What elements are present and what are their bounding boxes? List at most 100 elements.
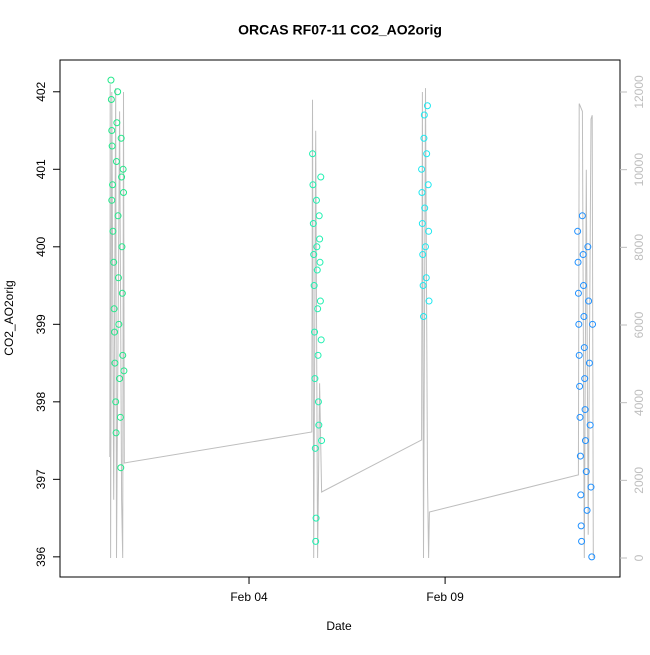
point — [575, 351, 583, 359]
point — [310, 282, 318, 290]
x-tick-label: Feb 09 — [426, 590, 464, 604]
point — [420, 111, 428, 119]
point — [419, 282, 427, 290]
point — [316, 297, 324, 305]
y2-tick-label: 12000 — [632, 75, 646, 109]
point — [111, 328, 119, 336]
point — [309, 220, 317, 228]
point — [118, 243, 126, 251]
point — [578, 212, 586, 220]
point — [582, 468, 590, 476]
point — [109, 227, 117, 235]
point — [425, 227, 433, 235]
point — [421, 243, 429, 251]
point — [421, 204, 429, 212]
point — [309, 150, 317, 158]
point — [574, 289, 582, 297]
y2-tick-label: 10000 — [632, 153, 646, 187]
point — [581, 437, 589, 445]
y2-tick-label: 4000 — [632, 389, 646, 416]
point — [584, 243, 592, 251]
point — [318, 437, 326, 445]
y2-tick-label: 2000 — [632, 467, 646, 494]
point — [117, 464, 125, 472]
point — [118, 173, 126, 181]
point — [109, 181, 117, 189]
altitude-line — [109, 84, 594, 559]
y-tick-label: 398 — [34, 391, 48, 411]
chart-title: ORCAS RF07-11 CO2_AO2orig — [238, 22, 442, 38]
point — [576, 452, 584, 460]
point — [423, 102, 431, 110]
point — [420, 134, 428, 142]
y-tick-label: 397 — [34, 469, 48, 489]
point — [117, 134, 125, 142]
point — [316, 258, 324, 266]
point — [110, 258, 118, 266]
point — [311, 444, 319, 452]
point — [119, 351, 127, 359]
point — [580, 282, 588, 290]
point — [580, 344, 588, 352]
y-tick-label: 400 — [34, 236, 48, 256]
plot-frame — [59, 59, 621, 578]
point — [314, 351, 322, 359]
y-tick-label: 396 — [34, 547, 48, 567]
point — [585, 359, 593, 367]
point — [107, 76, 115, 84]
point — [114, 274, 122, 282]
point — [120, 367, 128, 375]
point — [107, 96, 115, 104]
point — [116, 375, 124, 383]
point — [418, 189, 426, 197]
point — [108, 196, 116, 204]
point — [577, 491, 585, 499]
x-axis-label: Date — [326, 619, 352, 633]
point — [317, 336, 325, 344]
point — [418, 165, 426, 173]
y-axis-label: CO2_AO2orig — [2, 280, 16, 355]
point — [112, 158, 120, 166]
point — [587, 483, 595, 491]
point — [116, 413, 124, 421]
point — [118, 289, 126, 297]
y2-tick-label: 0 — [632, 554, 646, 561]
y2-tick-label: 6000 — [632, 311, 646, 338]
point — [315, 212, 323, 220]
point — [313, 266, 321, 274]
point — [110, 305, 118, 313]
point — [108, 142, 116, 150]
point — [314, 305, 322, 313]
point — [577, 522, 585, 530]
point — [423, 150, 431, 158]
point — [309, 181, 317, 189]
point — [317, 173, 325, 181]
point — [120, 189, 128, 197]
point — [581, 406, 589, 414]
point — [112, 398, 120, 406]
y-tick-label: 401 — [34, 159, 48, 179]
point — [311, 375, 319, 383]
point — [312, 514, 320, 522]
point — [310, 251, 318, 259]
point — [312, 537, 320, 545]
point — [111, 359, 119, 367]
point — [112, 429, 120, 437]
point — [108, 127, 116, 135]
y-tick-label: 402 — [34, 81, 48, 101]
x-tick-label: Feb 04 — [230, 590, 268, 604]
point — [574, 227, 582, 235]
point — [575, 320, 583, 328]
point — [422, 274, 430, 282]
point — [114, 212, 122, 220]
point — [313, 243, 321, 251]
point — [580, 313, 588, 321]
point — [315, 421, 323, 429]
point — [420, 313, 428, 321]
point — [314, 398, 322, 406]
point — [579, 251, 587, 259]
point — [589, 320, 597, 328]
point — [113, 119, 121, 127]
